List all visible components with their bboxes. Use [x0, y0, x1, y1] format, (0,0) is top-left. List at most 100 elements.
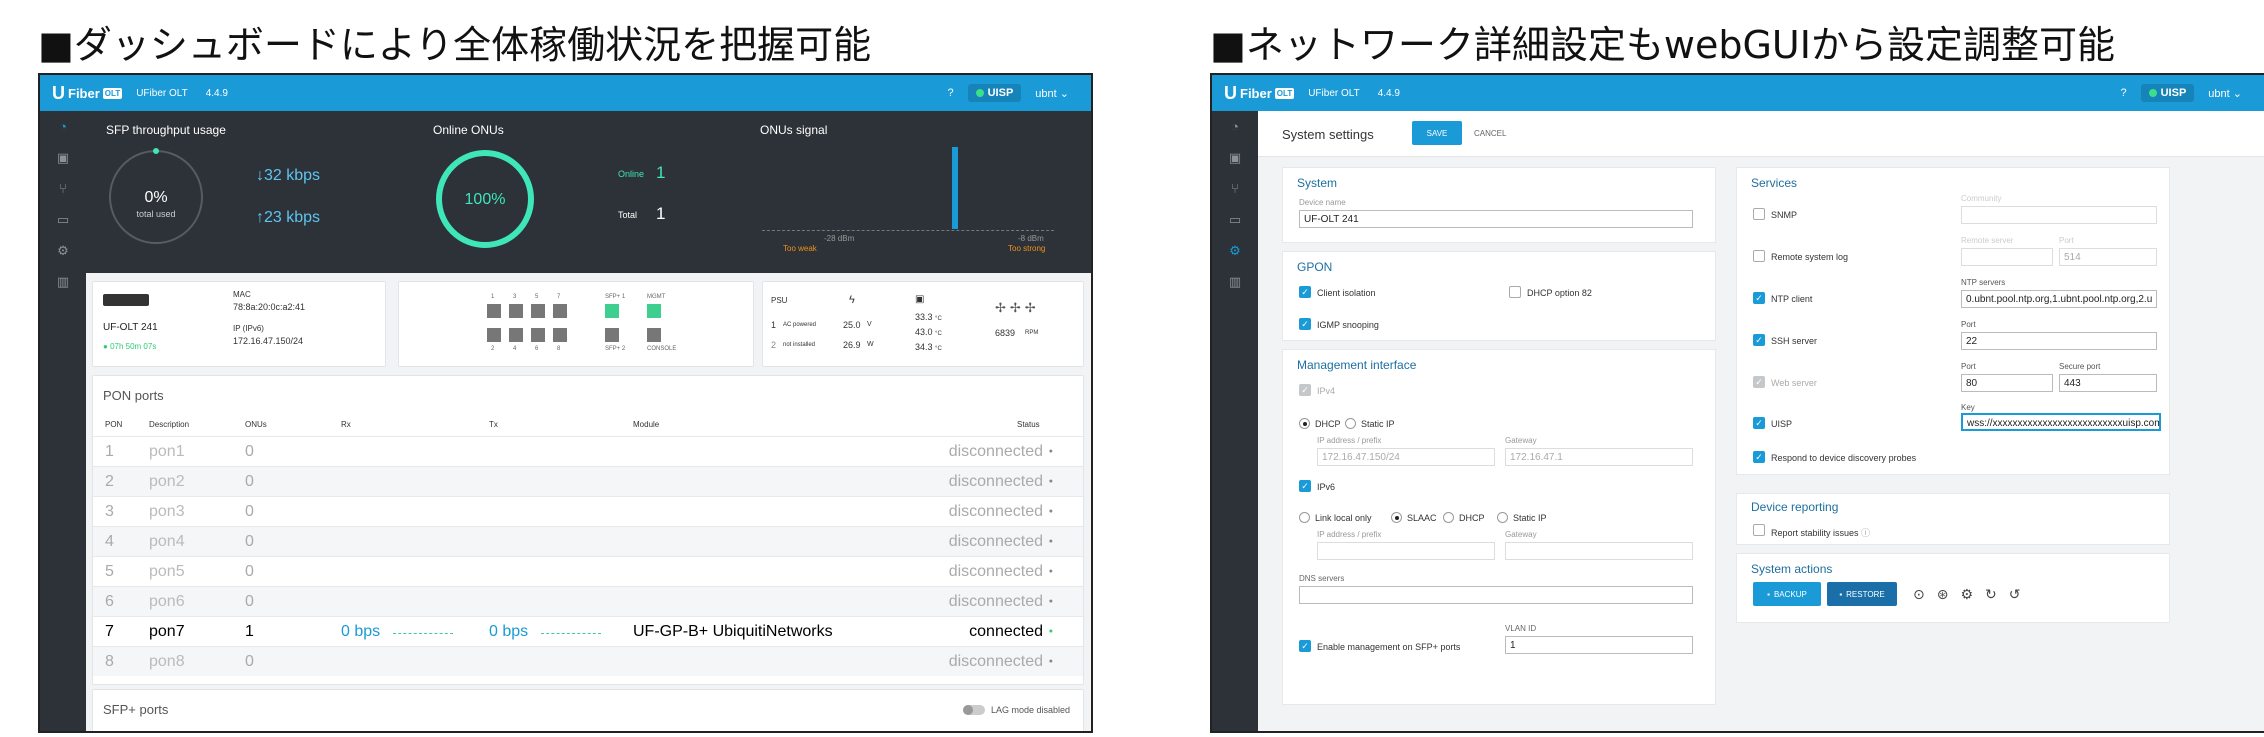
port-t5[interactable]	[647, 304, 661, 318]
community-input[interactable]	[1961, 206, 2157, 224]
ssh-checkbox[interactable]: ✓	[1753, 334, 1765, 346]
snmp-checkbox[interactable]	[1753, 208, 1765, 220]
secure-port-input[interactable]: 443	[2059, 374, 2157, 392]
ip6-prefix-input[interactable]	[1317, 542, 1495, 560]
remote-port-input[interactable]: 514	[2059, 248, 2157, 266]
onu-nav-icon[interactable]: ▣	[1228, 149, 1242, 165]
table-row[interactable]: 3 pon3 0 disconnected ●	[93, 496, 1083, 526]
table-row[interactable]: 8 pon8 0 disconnected ●	[93, 646, 1083, 676]
remote-log-checkbox[interactable]	[1753, 250, 1765, 262]
table-row[interactable]: 7 pon7 1 0 bps 0 bps UF-GP-B+ UbiquitiNetwork…	[93, 616, 1083, 646]
table-row[interactable]: 1 pon1 0 disconnected ●	[93, 436, 1083, 466]
pon-onus: 0	[245, 472, 254, 490]
port-b1[interactable]	[509, 328, 523, 342]
port-t3[interactable]	[553, 304, 567, 318]
support-icon[interactable]: ⊛	[1936, 586, 1961, 602]
dashboard-nav-icon[interactable]: ◔	[59, 119, 67, 134]
ssh-port-input[interactable]: 22	[1961, 332, 2157, 350]
help-button[interactable]: ?	[2120, 87, 2127, 99]
port-t1[interactable]	[509, 304, 523, 318]
ip6-prefix-label: IP address / prefix	[1317, 530, 1382, 539]
snmp-label: SNMP	[1771, 210, 1798, 220]
static-ip-radio[interactable]	[1345, 418, 1356, 429]
signal-high-db: -8 dBm	[1018, 234, 1044, 243]
ufiber-logo[interactable]: U Fiber OLT	[1224, 83, 1295, 104]
gpon-title: GPON	[1297, 260, 1333, 274]
gateway6-input[interactable]	[1505, 542, 1693, 560]
port-b5[interactable]	[647, 328, 661, 342]
table-row[interactable]: 5 pon5 0 disconnected ●	[93, 556, 1083, 586]
ntp-servers-input[interactable]: 0.ubnt.pool.ntp.org,1.ubnt.pool.ntp.org,…	[1961, 290, 2157, 308]
client-isolation-checkbox[interactable]: ✓	[1299, 286, 1311, 298]
table-row[interactable]: 2 pon2 0 disconnected ●	[93, 466, 1083, 496]
slaac-radio[interactable]	[1391, 512, 1402, 523]
client-isolation-label: Client isolation	[1317, 288, 1376, 298]
port-b3[interactable]	[553, 328, 567, 342]
port-b4[interactable]	[605, 328, 619, 342]
reboot-icon[interactable]: ↺	[2008, 586, 2033, 602]
table-row[interactable]: 6 pon6 0 disconnected ●	[93, 586, 1083, 616]
restore-button[interactable]: ▪ RESTORE	[1827, 582, 1897, 606]
statistics-nav-icon[interactable]: ▥	[1228, 273, 1242, 289]
uisp-key-input[interactable]: wss://xxxxxxxxxxxxxxxxxxxxxxxxxxuisp.com…	[1961, 413, 2161, 431]
port-label: 3	[513, 294, 517, 300]
onu-nav-icon[interactable]: ▣	[56, 149, 70, 165]
uisp-status[interactable]: UISP	[967, 84, 1022, 102]
stability-checkbox[interactable]	[1753, 524, 1765, 536]
link-local-radio[interactable]	[1299, 512, 1310, 523]
dns-input[interactable]	[1299, 586, 1693, 604]
cancel-button[interactable]: CANCEL	[1474, 129, 1507, 138]
user-menu[interactable]: ubnt ⌄	[1035, 87, 1069, 100]
dhcp6-radio[interactable]	[1443, 512, 1454, 523]
brand-badge: OLT	[1274, 87, 1295, 99]
backup-button[interactable]: ▪ BACKUP	[1753, 582, 1821, 606]
discovery-checkbox[interactable]: ✓	[1753, 451, 1765, 463]
remote-server-label: Remote server	[1961, 236, 2014, 245]
save-button[interactable]: SAVE	[1412, 121, 1462, 145]
ipv6-checkbox[interactable]: ✓	[1299, 480, 1311, 492]
port-t4[interactable]	[605, 304, 619, 318]
locate-icon[interactable]: ⊙	[1913, 586, 1937, 602]
port-t0[interactable]	[487, 304, 501, 318]
lag-toggle-knob	[963, 705, 973, 715]
dashboard-nav-icon[interactable]: ◔	[1231, 119, 1239, 134]
table-row[interactable]: 4 pon4 0 disconnected ●	[93, 526, 1083, 556]
temp-unit: °C	[935, 331, 942, 337]
user-menu[interactable]: ubnt ⌄	[2208, 87, 2242, 100]
settings-nav-icon[interactable]: ⚙	[57, 242, 69, 258]
dhcp-radio[interactable]	[1299, 418, 1310, 429]
ip-prefix-input[interactable]: 172.16.47.150/24	[1317, 448, 1495, 466]
gateway-input[interactable]: 172.16.47.1	[1505, 448, 1693, 466]
devices-nav-icon[interactable]: ▭	[1228, 211, 1242, 227]
uisp-checkbox[interactable]: ✓	[1753, 417, 1765, 429]
web-port-input[interactable]: 80	[1961, 374, 2053, 392]
devices-nav-icon[interactable]: ▭	[56, 211, 70, 227]
settings-reset-icon[interactable]: ⚙	[1960, 586, 1986, 602]
settings-nav-icon[interactable]: ⚙	[1229, 242, 1241, 258]
device-name-input[interactable]: UF-OLT 241	[1299, 210, 1693, 228]
uisp-label: UISP	[987, 87, 1014, 99]
info-icon[interactable]: ⓘ	[1861, 528, 1871, 538]
topology-nav-icon[interactable]: ⑂	[1231, 181, 1239, 196]
vlan-input[interactable]: 1	[1505, 636, 1693, 654]
port-b2[interactable]	[531, 328, 545, 342]
ntp-checkbox[interactable]: ✓	[1753, 292, 1765, 304]
ipv4-checkbox[interactable]: ✓	[1299, 384, 1311, 396]
topology-nav-icon[interactable]: ⑂	[59, 181, 67, 196]
port-t2[interactable]	[531, 304, 545, 318]
power-cycle-icon[interactable]: ↻	[1985, 586, 2009, 602]
pon-ports-title: PON ports	[103, 388, 164, 403]
dhcp82-checkbox[interactable]	[1509, 286, 1521, 298]
sfp-management-checkbox[interactable]: ✓	[1299, 640, 1311, 652]
temp-3: 34.3 °C	[915, 342, 942, 352]
static6-radio[interactable]	[1497, 512, 1508, 523]
igmp-checkbox[interactable]: ✓	[1299, 318, 1311, 330]
port-b0[interactable]	[487, 328, 501, 342]
web-server-checkbox[interactable]: ✓	[1753, 376, 1765, 388]
ufiber-logo[interactable]: U Fiber OLT	[52, 83, 123, 104]
help-button[interactable]: ?	[947, 87, 954, 99]
statistics-nav-icon[interactable]: ▥	[56, 273, 70, 289]
remote-server-input[interactable]	[1961, 248, 2053, 266]
lag-toggle[interactable]	[963, 705, 985, 715]
uisp-status[interactable]: UISP	[2140, 84, 2195, 102]
